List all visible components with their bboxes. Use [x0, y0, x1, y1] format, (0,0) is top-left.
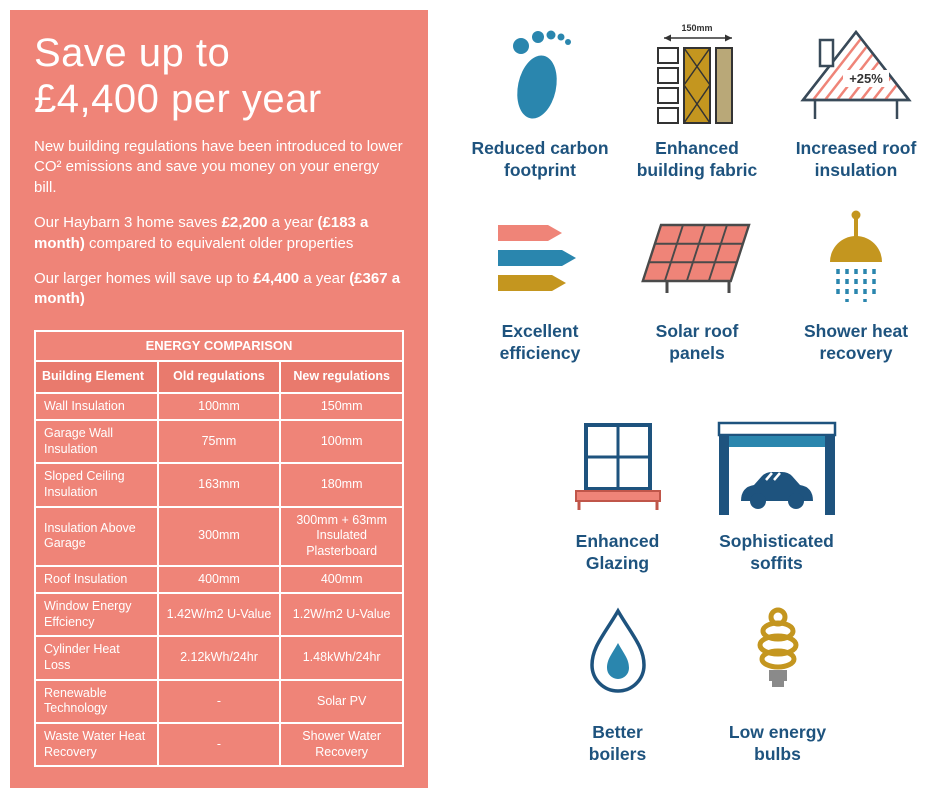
larger-homes-paragraph: Our larger homes will save up to £4,400 …	[34, 269, 404, 310]
table-row: Garage Wall Insulation 75mm 100mm	[34, 419, 404, 465]
title-line-1: Save up to	[34, 31, 231, 75]
table-title: ENERGY COMPARISON	[34, 329, 404, 362]
feature-excellent-efficiency: Excellent efficiency	[455, 205, 625, 365]
feature-label: Enhanced Glazing	[575, 531, 660, 573]
savings-amount: £4,400	[253, 269, 300, 287]
table-title-row: ENERGY COMPARISON	[34, 329, 404, 362]
efficiency-rating-icon	[498, 225, 576, 291]
feature-better-boilers: Better boilers	[535, 598, 700, 766]
cell-new: 150mm	[279, 391, 404, 422]
cell-element: Wall Insulation	[34, 391, 159, 422]
energy-comparison-table: ENERGY COMPARISON Building Element Old r…	[34, 329, 404, 768]
feature-shower-heat-recovery: Shower heat recovery	[780, 205, 932, 365]
table-row: Roof Insulation 400mm 400mm	[34, 564, 404, 595]
feature-enhanced-building-fabric: 150mm Enhanced building fabric	[622, 22, 772, 182]
annotation-text: 150mm	[681, 23, 712, 33]
savings-amount: £2,200	[221, 214, 268, 232]
solar-panel-icon	[641, 223, 751, 293]
feature-low-energy-bulbs: Low energy bulbs	[695, 598, 860, 766]
annotation-text: +25%	[849, 71, 883, 86]
cell-new: 1.48kWh/24hr	[279, 635, 404, 681]
cell-element: Sloped Ceiling Insulation	[34, 462, 159, 508]
cell-old: 1.42W/m2 U-Value	[156, 592, 282, 638]
page-title: Save up to £4,400 per year	[34, 30, 404, 122]
cell-old: 400mm	[156, 564, 282, 595]
text-run: Our Haybarn 3 home saves	[34, 214, 222, 232]
garage-car-icon	[717, 421, 836, 515]
cell-new: 100mm	[279, 419, 404, 465]
cell-element: Roof Insulation	[34, 564, 159, 595]
cell-element: Garage Wall Insulation	[34, 419, 159, 465]
table-row: Sloped Ceiling Insulation 163mm 180mm	[34, 462, 404, 508]
table-row: Renewable Technology - Solar PV	[34, 678, 404, 724]
feature-label: Sophisticated soffits	[719, 531, 834, 573]
shower-icon	[830, 210, 882, 302]
feature-enhanced-glazing: Enhanced Glazing	[535, 415, 700, 575]
column-header-old-regulations: Old regulations	[156, 359, 282, 394]
intro-paragraph: New building regulations have been intro…	[34, 138, 403, 196]
column-header-new-regulations: New regulations	[279, 359, 404, 394]
savings-panel: Save up to £4,400 per year New building …	[10, 10, 428, 788]
cell-element: Cylinder Heat Loss	[34, 635, 159, 681]
monthly-amount: (£367 a month)	[34, 269, 401, 308]
feature-reduced-carbon-footprint: Reduced carbon footprint	[455, 22, 625, 182]
cfl-bulb-icon	[757, 607, 798, 687]
feature-solar-roof-panels: Solar roof panels	[622, 205, 772, 365]
cell-new: Shower Water Recovery	[279, 721, 404, 768]
text-run: Our larger homes will save up to	[34, 269, 254, 287]
cell-new: Solar PV	[279, 678, 404, 724]
cell-old: 163mm	[156, 462, 282, 508]
feature-label: Solar roof panels	[655, 321, 739, 363]
feature-increased-roof-insulation: +25% Increased roof insulation	[780, 22, 932, 182]
cell-old: 75mm	[156, 419, 282, 465]
feature-label: Enhanced building fabric	[636, 138, 758, 180]
cell-element: Renewable Technology	[34, 678, 159, 724]
cell-element: Waste Water Heat Recovery	[34, 721, 159, 768]
cell-new: 300mm + 63mm Insulated Plasterboard	[279, 505, 404, 567]
cell-old: -	[156, 678, 282, 724]
text-run: a year	[267, 214, 318, 232]
feature-label: Better boilers	[588, 722, 647, 764]
table-row: Insulation Above Garage 300mm 300mm + 63…	[34, 505, 404, 567]
feature-label: Excellent efficiency	[499, 321, 581, 363]
cell-old: -	[156, 721, 282, 768]
text-run: compared to equivalent older properties	[84, 234, 354, 252]
cell-new: 400mm	[279, 564, 404, 595]
flame-icon	[589, 607, 646, 693]
cell-element: Insulation Above Garage	[34, 505, 159, 567]
table-row: Waste Water Heat Recovery - Shower Water…	[34, 721, 404, 768]
feature-label: Low energy bulbs	[728, 722, 827, 764]
haybarn-savings-paragraph: Our Haybarn 3 home saves £2,200 a year (…	[34, 213, 404, 254]
roof-insulation-icon: +25%	[800, 29, 912, 119]
footprint-icon	[513, 30, 571, 119]
cell-old: 300mm	[156, 505, 282, 567]
table-row: Wall Insulation 100mm 150mm	[34, 391, 404, 422]
window-icon	[574, 423, 661, 510]
building-fabric-icon: 150mm	[656, 23, 733, 124]
table-header-row: Building Element Old regulations New reg…	[34, 359, 404, 394]
text-run: a year	[299, 269, 350, 287]
title-line-2: £4,400 per year	[34, 77, 322, 121]
feature-label: Shower heat recovery	[803, 321, 909, 363]
cell-element: Window Energy Effciency	[34, 592, 159, 638]
feature-label: Reduced carbon footprint	[471, 138, 609, 180]
table-row: Cylinder Heat Loss 2.12kWh/24hr 1.48kWh/…	[34, 635, 404, 681]
monthly-amount: (£183 a month)	[34, 214, 369, 252]
cell-old: 2.12kWh/24hr	[156, 635, 282, 681]
feature-label: Increased roof insulation	[795, 138, 917, 180]
column-header-building-element: Building Element	[34, 359, 159, 394]
table-row: Window Energy Effciency 1.42W/m2 U-Value…	[34, 592, 404, 638]
feature-sophisticated-soffits: Sophisticated soffits	[694, 415, 859, 575]
cell-new: 180mm	[279, 462, 404, 508]
cell-old: 100mm	[156, 391, 282, 422]
cell-new: 1.2W/m2 U-Value	[279, 592, 404, 638]
